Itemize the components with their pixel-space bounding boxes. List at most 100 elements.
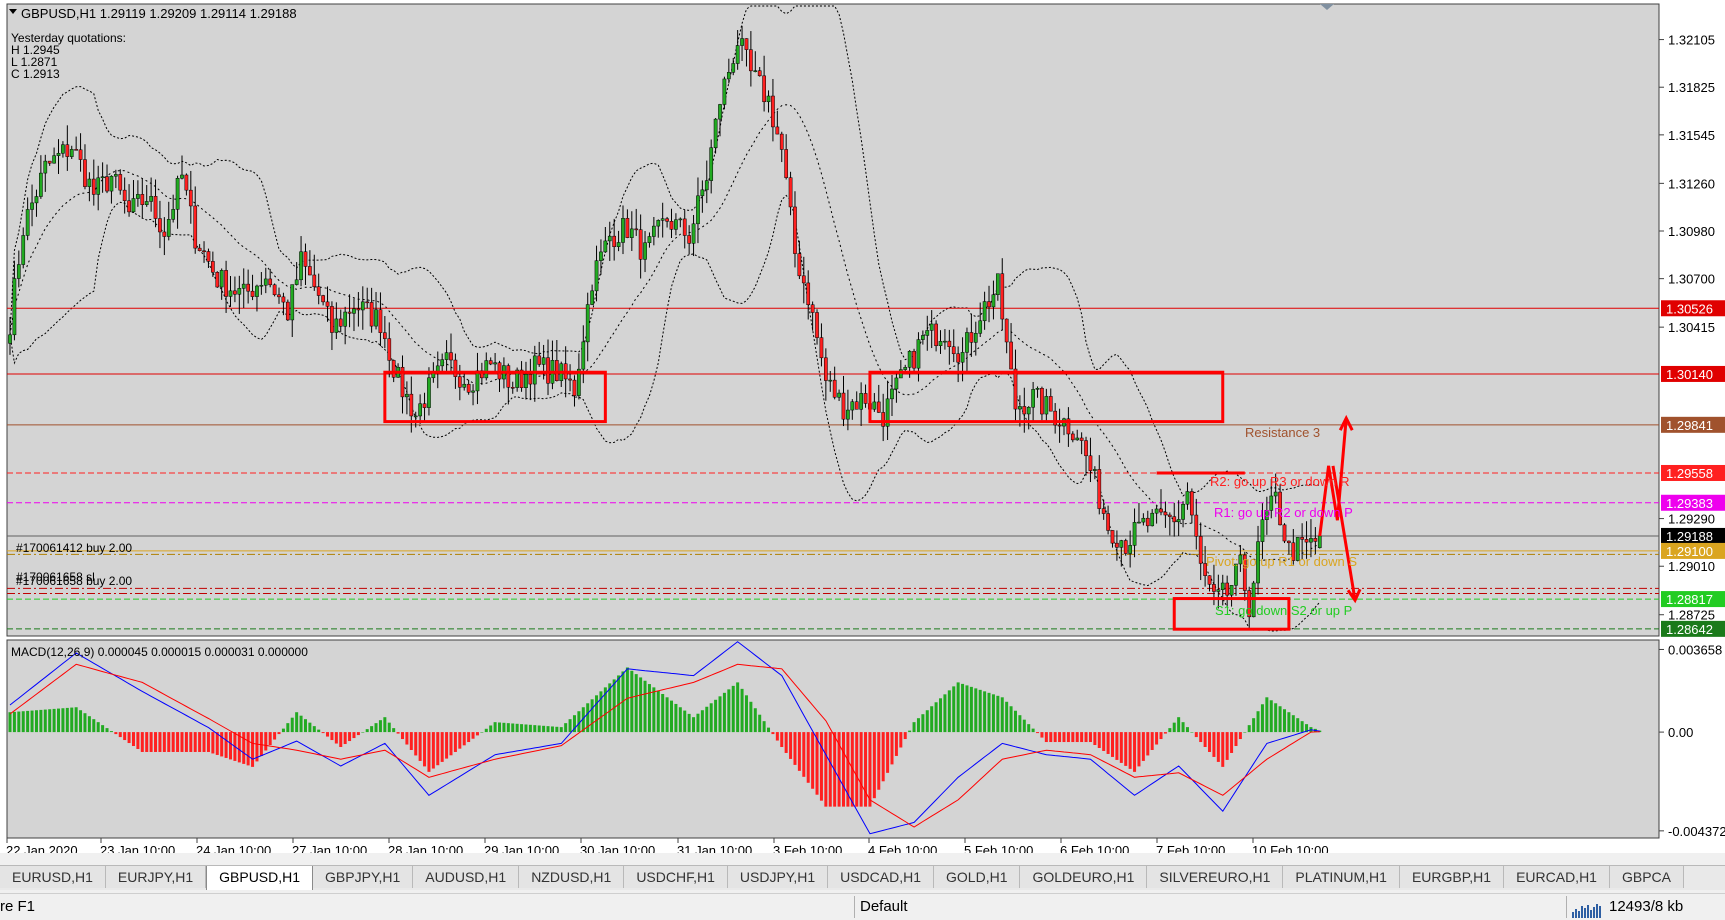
candle xyxy=(1115,530,1119,561)
candle xyxy=(1256,525,1260,595)
macd-histogram-bar xyxy=(1027,724,1031,733)
candle xyxy=(193,186,198,254)
macd-line xyxy=(9,641,1320,835)
macd-histogram-bar xyxy=(775,732,779,741)
macd-histogram-bar xyxy=(656,690,660,733)
candle xyxy=(365,287,370,309)
macd-histogram-bar xyxy=(326,732,330,737)
macd-histogram-bar xyxy=(647,684,651,733)
tab-usdcad-h1[interactable]: USDCAD,H1 xyxy=(828,866,935,888)
candle xyxy=(691,214,696,257)
tab-platinum-h1[interactable]: PLATINUM,H1 xyxy=(1283,866,1400,888)
tab-usdchf-h1[interactable]: USDCHF,H1 xyxy=(624,866,728,888)
macd-histogram-bar xyxy=(572,715,576,733)
macd-histogram-bar xyxy=(625,667,629,733)
candle xyxy=(74,136,79,151)
tab-gbpca[interactable]: GBPCA xyxy=(1609,866,1684,888)
candle xyxy=(171,194,176,223)
status-separator xyxy=(854,896,855,918)
chart-area[interactable]: 1.32105 1.31825 1.31545 1.31260 1.30980 1.307… xyxy=(0,0,1725,858)
svg-text:1.29841: 1.29841 xyxy=(1666,418,1713,433)
time-axis-label: 6 Feb 10:00 xyxy=(1060,843,1129,853)
projection-up-arrow xyxy=(1318,418,1348,537)
tab-gbpjpy-h1[interactable]: GBPJPY,H1 xyxy=(313,866,414,888)
macd-histogram-bar xyxy=(568,719,572,733)
candle xyxy=(903,364,908,372)
candle xyxy=(674,213,678,236)
zone-bottom xyxy=(1172,597,1291,631)
macd-histogram-bar xyxy=(30,710,34,733)
label-pivot: Pivot: go up R1 or down S xyxy=(1206,554,1357,569)
tab-eurcad-h1[interactable]: EURCAD,H1 xyxy=(1504,866,1610,888)
collapse-triangle-icon[interactable] xyxy=(9,9,17,14)
macd-histogram-bar xyxy=(925,710,929,733)
candle xyxy=(237,275,242,314)
macd-histogram-bar xyxy=(952,686,956,733)
macd-histogram-bar xyxy=(731,685,735,733)
macd-histogram-bar xyxy=(991,694,995,733)
tab-eurusd-h1[interactable]: EURUSD,H1 xyxy=(0,866,106,888)
tab-audusd-h1[interactable]: AUDUSD,H1 xyxy=(413,866,520,888)
candle xyxy=(228,275,233,307)
macd-histogram-bar xyxy=(603,687,607,733)
macd-histogram-bar xyxy=(1252,718,1256,733)
macd-histogram-bar xyxy=(872,732,876,799)
price-tick-label: 1.30700 xyxy=(1668,272,1715,287)
macd-histogram-bar xyxy=(996,695,1000,733)
tab-goldeuro-h1[interactable]: GOLDEURO,H1 xyxy=(1020,866,1148,888)
candle xyxy=(493,352,497,372)
macd-histogram-bar xyxy=(162,732,166,752)
candle xyxy=(140,178,145,219)
tab-eurgbp-h1[interactable]: EURGBP,H1 xyxy=(1399,866,1505,888)
macd-histogram-bar xyxy=(480,732,484,733)
macd-histogram-bar xyxy=(489,725,493,733)
macd-histogram-bar xyxy=(762,721,766,733)
macd-histogram-bar xyxy=(956,682,960,733)
candle xyxy=(973,321,978,356)
macd-histogram-bar xyxy=(295,712,299,733)
candle xyxy=(912,348,916,373)
status-profile[interactable]: Default xyxy=(860,898,908,915)
tab-silvereuro-h1[interactable]: SILVEREURO,H1 xyxy=(1147,866,1284,888)
tab-gbpusd-h1[interactable]: GBPUSD,H1 xyxy=(206,866,314,890)
bollinger-middle xyxy=(9,104,1321,561)
chart-svg[interactable]: 1.32105 1.31825 1.31545 1.31260 1.30980 1.307… xyxy=(0,0,1725,858)
candle xyxy=(1269,478,1274,519)
tab-eurjpy-h1[interactable]: EURJPY,H1 xyxy=(105,866,207,888)
time-axis-label: 23 Jan 10:00 xyxy=(100,843,175,853)
macd-histogram-bar xyxy=(431,732,435,769)
macd-histogram-bar xyxy=(670,700,673,733)
candle xyxy=(285,299,290,322)
candle xyxy=(850,399,855,420)
candle xyxy=(1145,510,1150,533)
candle xyxy=(599,239,603,275)
macd-histogram-bar xyxy=(268,732,272,746)
time-axis-label: 5 Feb 10:00 xyxy=(964,843,1033,853)
zone-right xyxy=(868,370,1225,424)
tab-nzdusd-h1[interactable]: NZDUSD,H1 xyxy=(519,866,625,888)
price-level-badge: 1.29383 xyxy=(1661,494,1725,511)
candle xyxy=(885,380,890,441)
candle xyxy=(158,200,162,249)
candle xyxy=(224,260,228,313)
macd-histogram-bar xyxy=(581,707,585,733)
price-tick-label: 1.29290 xyxy=(1668,512,1715,527)
tab-gold-h1[interactable]: GOLD,H1 xyxy=(934,866,1021,888)
candle xyxy=(524,361,528,400)
macd-histogram-bar xyxy=(392,728,396,733)
macd-histogram-bar xyxy=(881,732,885,782)
macd-histogram-bar xyxy=(21,711,25,733)
tab-usdjpy-h1[interactable]: USDJPY,H1 xyxy=(727,866,829,888)
macd-histogram-bar xyxy=(361,732,365,733)
macd-histogram-bar xyxy=(674,703,678,733)
candle xyxy=(211,251,215,277)
candle xyxy=(8,316,12,355)
macd-histogram-bar xyxy=(502,722,506,733)
macd-histogram-bar xyxy=(934,702,938,733)
macd-histogram-bar xyxy=(96,722,100,733)
time-axis-label: 4 Feb 10:00 xyxy=(868,843,937,853)
macd-histogram-bar xyxy=(652,687,656,733)
candle xyxy=(1000,258,1005,331)
candle xyxy=(149,177,153,212)
time-axis-label: 7 Feb 10:00 xyxy=(1156,843,1225,853)
